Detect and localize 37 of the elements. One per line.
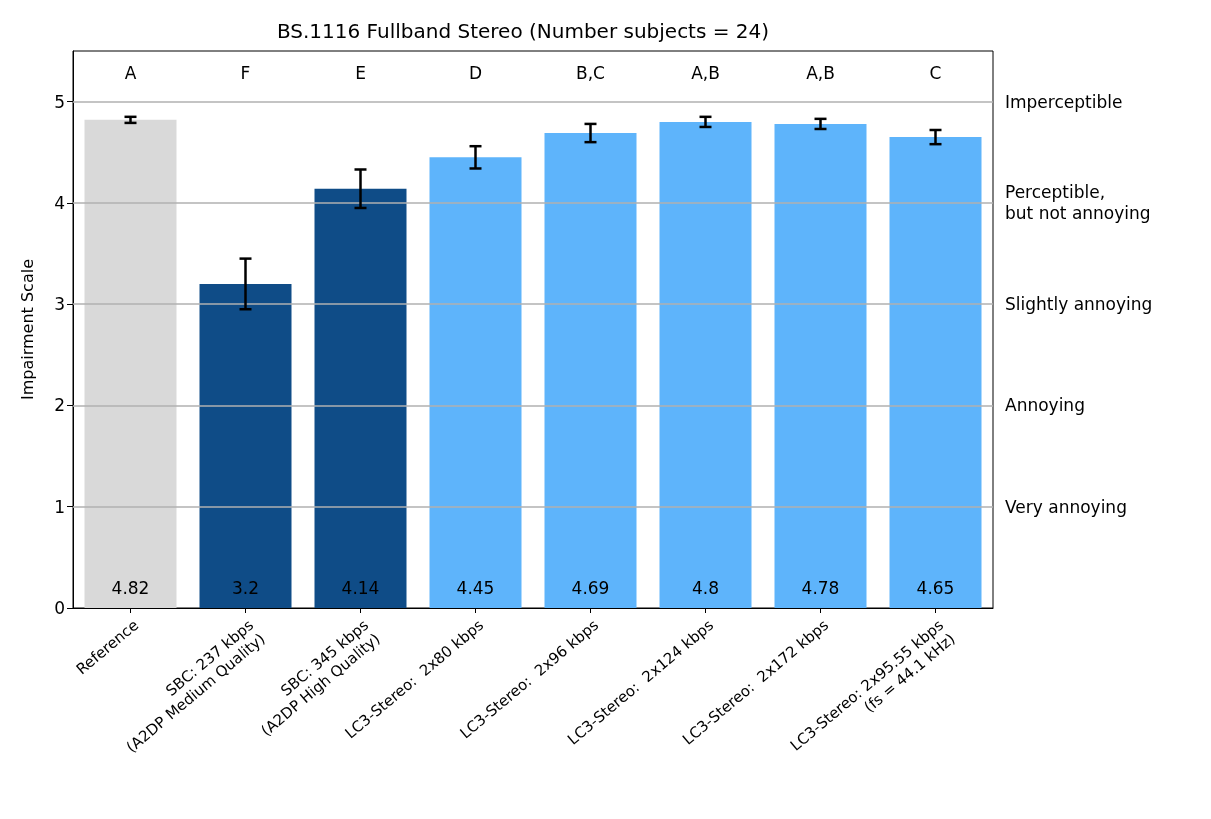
annotation: E [355,63,366,83]
bar [429,157,522,608]
bar [84,119,177,608]
ref-line-label: Perceptible, but not annoying [1005,182,1151,224]
y-tick-label: 1 [54,496,65,517]
data-label: 4.14 [341,577,380,598]
data-label: 4.82 [111,577,150,598]
data-label: 4.45 [456,577,495,598]
bar [774,123,867,608]
annotation: A [124,63,137,83]
y-tick-label: 3 [54,294,65,315]
y-tick-label: 2 [54,395,65,416]
data-label: 4.69 [571,577,610,598]
data-label: 4.65 [916,577,955,598]
annotation: A,B [691,63,720,83]
bar [544,133,637,608]
annotation: D [468,63,483,83]
y-axis-title: Impairment Scale [17,259,37,400]
data-label: 4.8 [691,577,720,598]
y-tick-label: 5 [54,91,65,112]
bar [659,121,752,608]
data-label: 3.2 [231,577,260,598]
bar [314,188,407,608]
annotation: B,C [576,63,605,83]
bar [889,137,982,608]
annotation: C [929,63,942,83]
annotation: A,B [806,63,835,83]
ref-line-label: Annoying [1005,395,1085,416]
ref-line-label: Slightly annoying [1005,294,1153,315]
y-tick-label: 4 [54,192,65,213]
annotation: F [240,63,251,83]
y-tick-label: 0 [54,598,65,618]
data-label: 4.78 [801,577,840,598]
ref-line-label: Imperceptible [1005,91,1123,112]
ref-line-label: Very annoying [1005,496,1127,517]
bar [199,283,292,608]
chart-title: BS.1116 Fullband Stereo (Number subjects = 24) [276,19,770,43]
